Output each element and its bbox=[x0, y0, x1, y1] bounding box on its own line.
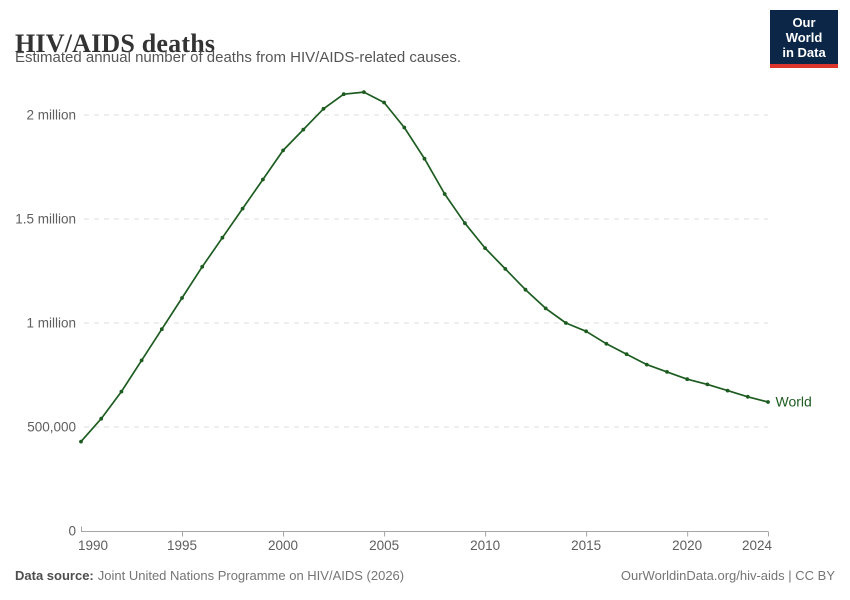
owid-logo-line1: Our World bbox=[785, 15, 823, 45]
data-point[interactable] bbox=[321, 106, 326, 111]
x-tick-label: 2020 bbox=[672, 538, 702, 553]
x-tick-label: 2000 bbox=[268, 538, 298, 553]
x-tick-label: 2024 bbox=[742, 538, 773, 553]
data-source-text: Joint United Nations Programme on HIV/AI… bbox=[97, 568, 405, 583]
x-tick-label: 1995 bbox=[167, 538, 197, 553]
data-point[interactable] bbox=[301, 127, 306, 132]
credit-link[interactable]: OurWorldinData.org/hiv-aids | CC BY bbox=[620, 568, 835, 583]
y-tick-label: 0 bbox=[68, 524, 76, 539]
data-point[interactable] bbox=[261, 177, 265, 182]
data-point[interactable] bbox=[200, 264, 205, 269]
data-point[interactable] bbox=[362, 90, 366, 94]
chart-subtitle: Estimated annual number of deaths from H… bbox=[15, 49, 462, 66]
x-tick-label: 2010 bbox=[470, 538, 500, 553]
data-point[interactable] bbox=[119, 389, 124, 394]
data-point[interactable] bbox=[705, 382, 710, 387]
data-point[interactable] bbox=[463, 221, 467, 226]
data-point[interactable] bbox=[483, 246, 487, 251]
data-point[interactable] bbox=[402, 125, 407, 130]
owid-logo-line2: in Data bbox=[782, 45, 826, 60]
data-point[interactable] bbox=[503, 267, 508, 271]
data-point[interactable] bbox=[543, 306, 548, 311]
data-point[interactable] bbox=[523, 287, 528, 292]
data-point[interactable] bbox=[564, 321, 568, 325]
data-point[interactable] bbox=[382, 100, 386, 105]
x-tick-label: 2005 bbox=[369, 538, 399, 553]
x-tick-label: 2015 bbox=[571, 538, 601, 553]
data-source-label: Data source: bbox=[15, 568, 94, 583]
y-tick-label: 500,000 bbox=[27, 420, 76, 435]
data-point[interactable] bbox=[139, 358, 144, 363]
y-tick-label: 1.5 million bbox=[15, 212, 76, 227]
data-point[interactable] bbox=[766, 400, 770, 404]
data-point[interactable] bbox=[584, 329, 588, 334]
data-point[interactable] bbox=[240, 206, 245, 211]
data-point[interactable] bbox=[281, 148, 285, 153]
y-tick-label: 1 million bbox=[26, 316, 76, 331]
data-point[interactable] bbox=[422, 156, 427, 161]
data-point[interactable] bbox=[341, 92, 346, 97]
chart-title: HIV/AIDS deaths bbox=[15, 29, 216, 59]
owid-logo[interactable]: Our World in Data bbox=[770, 10, 838, 68]
data-point[interactable] bbox=[220, 235, 225, 240]
x-tick-label: 1990 bbox=[78, 538, 108, 553]
data-point[interactable] bbox=[180, 296, 184, 300]
data-point[interactable] bbox=[745, 394, 750, 399]
data-point[interactable] bbox=[79, 439, 83, 444]
data-point[interactable] bbox=[624, 352, 629, 357]
series-line-world[interactable] bbox=[80, 91, 769, 443]
data-point[interactable] bbox=[604, 341, 609, 346]
data-source-note: Data source: Joint United Nations Program… bbox=[15, 568, 404, 583]
data-point[interactable] bbox=[644, 362, 649, 367]
data-point[interactable] bbox=[685, 377, 690, 382]
data-point[interactable] bbox=[665, 370, 669, 374]
data-point[interactable] bbox=[725, 388, 730, 393]
data-point[interactable] bbox=[159, 327, 164, 332]
data-point[interactable] bbox=[99, 416, 104, 421]
series-label-world: World bbox=[776, 394, 812, 410]
data-point[interactable] bbox=[442, 192, 447, 196]
y-tick-label: 2 million bbox=[26, 108, 76, 123]
